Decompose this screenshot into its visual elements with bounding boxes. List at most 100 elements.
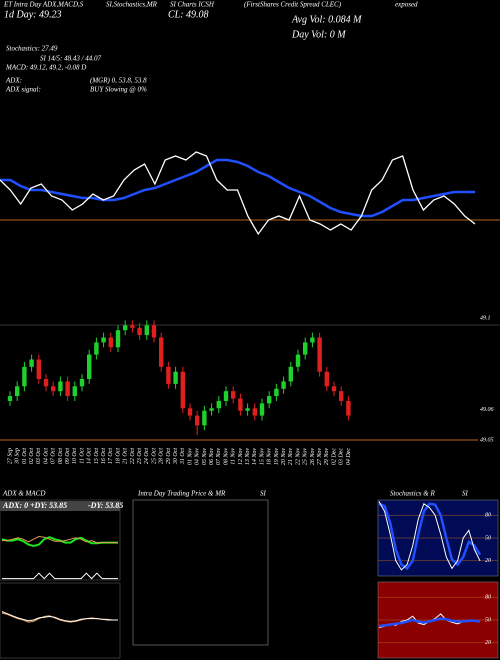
y-tick-label: 80	[485, 513, 491, 519]
adx-label: +DY: 53.85	[30, 501, 67, 510]
x-tick-label: 21 Oct	[123, 448, 129, 464]
candle-body	[238, 398, 243, 411]
x-tick-label: 18 Oct	[115, 448, 121, 464]
panel-title: Intra Day Trading Price & MR	[137, 490, 226, 498]
series-line	[2, 535, 118, 544]
x-tick-label: 29 Oct	[166, 448, 172, 464]
x-tick-label: 08 Nov	[223, 448, 229, 466]
candle-body	[231, 391, 236, 399]
label-bar	[0, 501, 120, 511]
candle-body	[51, 386, 56, 392]
candle-body	[159, 337, 164, 367]
candle-body	[281, 381, 286, 389]
x-tick-label: 24 Oct	[143, 448, 150, 464]
y-tick-label: 49.06	[480, 406, 494, 413]
x-tick-label: 22 Nov	[295, 448, 301, 466]
y-tick-label: 50	[485, 535, 491, 541]
x-tick-label: 13 Nov	[245, 448, 251, 466]
x-tick-label: 08 Oct	[58, 448, 64, 464]
candle-body	[137, 327, 142, 336]
candle-body	[65, 381, 70, 397]
candle-body	[267, 396, 272, 404]
candle-body	[339, 391, 344, 401]
candle-body	[317, 337, 322, 372]
candle-body	[79, 379, 85, 387]
x-tick-label: 25 Oct	[151, 448, 157, 464]
adx-label: -DY: 53.85	[88, 501, 123, 510]
x-tick-label: 01 Nov	[187, 448, 193, 466]
strip-text: SI Charts ICSH	[170, 1, 215, 9]
x-tick-label: 10 Oct	[72, 448, 78, 464]
adx-label: ADX: 0	[2, 501, 28, 510]
series-line	[378, 502, 482, 571]
x-tick-label: 04 Dec	[345, 448, 352, 465]
x-tick-label: 09 Oct	[65, 448, 71, 464]
candle-body	[108, 337, 113, 348]
x-tick-label: 21 Nov	[288, 448, 294, 466]
candle-body	[245, 408, 250, 411]
panel	[132, 499, 269, 646]
panel-title: ADX & MACD	[2, 490, 45, 498]
x-tick-label: 15 Nov	[259, 448, 265, 466]
y-tick-label: 20	[485, 640, 491, 646]
x-tick-label: 17 Oct	[108, 448, 114, 464]
x-tick-label: 11 Nov	[231, 448, 237, 465]
candle-body	[94, 342, 99, 355]
candle-body	[216, 400, 221, 409]
panel-title: SI	[260, 490, 267, 498]
x-tick-label: 04 Oct	[42, 448, 49, 464]
candle-body	[331, 386, 337, 392]
candle-body	[209, 408, 214, 411]
candle-body	[72, 386, 77, 397]
x-tick-label: 06 Nov	[209, 448, 215, 466]
adx-value: (MGR) 0, 53.8, 53.8	[90, 77, 147, 85]
x-tick-label: 27 Sep	[7, 448, 13, 464]
candle-body	[324, 371, 329, 387]
candle-body	[22, 366, 27, 387]
candle-body	[15, 386, 20, 397]
x-tick-label: 31 Oct	[180, 448, 186, 465]
x-tick-label: 03 Oct	[36, 448, 42, 464]
candle-body	[43, 379, 49, 387]
series-line	[0, 151, 476, 236]
strip-text: ET Intra Day ADX,MACD,S	[3, 1, 84, 9]
strip-text: (FirstShares Credit Spread CLEC)	[244, 1, 342, 9]
x-tick-label: 16 Oct	[101, 448, 107, 464]
x-tick-label: 14 Nov	[251, 448, 258, 466]
x-tick-label: 02 Dec	[331, 448, 337, 465]
candle-body	[223, 391, 229, 401]
candle-body	[123, 325, 128, 331]
series-line	[378, 617, 481, 628]
x-tick-label: 11 Oct	[79, 448, 85, 464]
y-tick-label: 49.1	[480, 314, 491, 321]
x-tick-label: 30 Sep	[15, 448, 21, 465]
strip-text: exposed	[395, 1, 418, 9]
y-tick-label: 50	[485, 617, 491, 623]
x-tick-label: 20 Nov	[281, 448, 287, 466]
avg-vol: Avg Vol: 0.084 M	[291, 14, 362, 25]
series-line	[378, 501, 481, 571]
x-tick-label: 22 Oct	[130, 448, 136, 464]
candle-body	[252, 408, 257, 416]
y-tick-label: 49.05	[480, 436, 494, 443]
x-tick-label: 27 Nov	[317, 448, 323, 466]
candle-body	[288, 366, 293, 382]
candle-body	[87, 354, 92, 379]
x-tick-label: 05 Nov	[202, 448, 208, 466]
x-tick-label: 28 Oct	[159, 448, 165, 464]
y-tick-label: 80	[485, 595, 491, 601]
candle-body	[7, 396, 13, 401]
candle-body	[36, 359, 41, 379]
series-line	[0, 158, 475, 218]
x-tick-label: 02 Oct	[29, 448, 35, 464]
macd: MACD: 49.12, 49.2, -0.08 D	[5, 64, 86, 72]
candle-body	[187, 408, 193, 416]
candle-body	[295, 354, 301, 367]
candle-body	[346, 400, 351, 416]
close-price: CL: 49.08	[168, 9, 209, 20]
candle-body	[180, 371, 185, 409]
stochastics: Stochastics: 27.49	[6, 45, 58, 53]
candle-body	[195, 415, 200, 426]
